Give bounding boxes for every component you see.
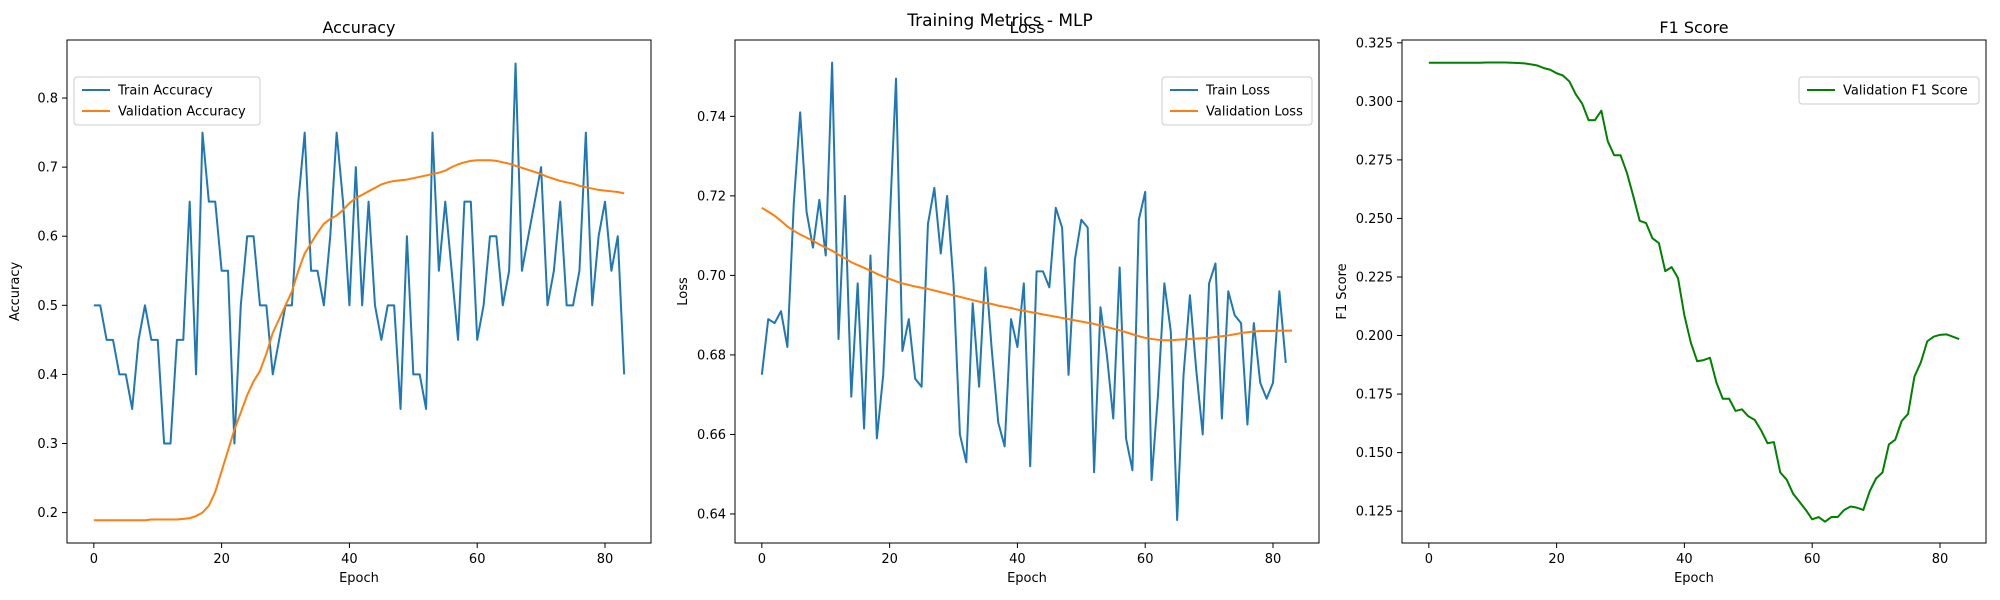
- f1-xtick-label: 40: [1676, 552, 1693, 567]
- accuracy-series-train-accuracy: [93, 62, 626, 445]
- accuracy-ytick-label: 0.6: [37, 230, 58, 245]
- f1-legend-label: Validation F1 Score: [1843, 84, 1968, 99]
- loss-legend: Train Loss Validation Loss: [1161, 76, 1313, 126]
- accuracy-series-validation-accuracy: [93, 159, 625, 522]
- loss-ytick-label: 0.66: [697, 428, 726, 443]
- f1-series-validation-f1-score: [1428, 61, 1960, 523]
- f1-xtick-label: 60: [1804, 552, 1821, 567]
- f1-ytick-label: 0.175: [1356, 388, 1393, 403]
- loss-title: Loss: [1009, 18, 1044, 37]
- f1-ytick-label: 0.200: [1356, 329, 1393, 344]
- f1-xtick-label: 0: [1425, 552, 1433, 567]
- loss-ytick-label: 0.74: [697, 110, 726, 125]
- f1-ytick-label: 0.300: [1356, 95, 1393, 110]
- f1-ytick-label: 0.275: [1356, 153, 1393, 168]
- loss-ytick-label: 0.72: [697, 189, 726, 204]
- accuracy-ytick-label: 0.4: [37, 368, 58, 383]
- loss-xtick-label: 40: [1009, 552, 1026, 567]
- accuracy-legend: Train Accuracy Validation Accuracy: [73, 76, 261, 126]
- accuracy-xtick-label: 0: [90, 552, 98, 567]
- loss-series-train-loss: [760, 61, 1287, 521]
- accuracy-legend-label: Train Accuracy: [117, 84, 213, 99]
- f1-xtick-label: 80: [1932, 552, 1949, 567]
- f1-ytick-label: 0.250: [1356, 212, 1393, 227]
- accuracy-axes-frame: [66, 39, 652, 544]
- accuracy-legend-label: Validation Accuracy: [118, 105, 246, 120]
- accuracy-xtick-label: 60: [469, 552, 486, 567]
- f1-ylabel: F1 Score: [1335, 263, 1350, 319]
- accuracy-subplot: 0 20 40 60 80 0.2 0.3 0.4 0.5 0.6 0.7 0.8 Accuracy Ep…: [8, 18, 652, 586]
- loss-legend-box: [1161, 76, 1313, 126]
- loss-series-validation-loss: [761, 206, 1293, 342]
- accuracy-ylabel: Accuracy: [8, 262, 23, 322]
- loss-ylabel: Loss: [676, 277, 691, 306]
- accuracy-xtick-label: 80: [597, 552, 614, 567]
- f1-xtick-label: 20: [1548, 552, 1565, 567]
- accuracy-ytick-label: 0.2: [37, 506, 58, 521]
- loss-ytick-label: 0.64: [697, 507, 726, 522]
- f1-xlabel: Epoch: [1674, 571, 1714, 586]
- loss-xtick-label: 60: [1137, 552, 1154, 567]
- f1-axes-frame: [1401, 39, 1987, 544]
- f1-ytick-label: 0.150: [1356, 446, 1393, 461]
- loss-xtick-label: 0: [758, 552, 766, 567]
- loss-xtick-label: 20: [881, 552, 898, 567]
- loss-axes-frame: [734, 39, 1320, 544]
- f1-legend-box: [1798, 76, 1980, 105]
- f1-ytick-label: 0.325: [1356, 36, 1393, 51]
- accuracy-ytick-label: 0.7: [37, 161, 58, 176]
- accuracy-xlabel: Epoch: [339, 571, 379, 586]
- loss-subplot: 0 20 40 60 80 0.64 0.66 0.68 0.70 0.72 0.74 Loss Epo…: [676, 18, 1320, 586]
- f1-subplot: 0 20 40 60 80 0.125 0.150 0.175 0.200 0.225 0.250 0…: [1335, 18, 1987, 586]
- accuracy-legend-box: [73, 76, 261, 126]
- f1-ytick-label: 0.125: [1356, 505, 1393, 520]
- accuracy-xtick-label: 20: [213, 552, 230, 567]
- figure-suptitle: Training Metrics - MLP: [906, 11, 1093, 31]
- loss-xlabel: Epoch: [1007, 571, 1047, 586]
- accuracy-ytick-label: 0.8: [37, 92, 58, 107]
- loss-ytick-label: 0.70: [697, 269, 726, 284]
- loss-ytick-label: 0.68: [697, 348, 726, 363]
- loss-legend-label: Train Loss: [1205, 84, 1270, 99]
- f1-ytick-label: 0.225: [1356, 270, 1393, 285]
- subplots: 0 20 40 60 80 0.2 0.3 0.4 0.5 0.6 0.7 0.8 Accuracy Ep…: [8, 18, 1987, 586]
- loss-xtick-label: 80: [1265, 552, 1282, 567]
- accuracy-ytick-label: 0.3: [37, 437, 58, 452]
- f1-legend: Validation F1 Score: [1798, 76, 1980, 105]
- accuracy-title: Accuracy: [322, 18, 395, 37]
- f1-title: F1 Score: [1659, 18, 1728, 37]
- accuracy-xtick-label: 40: [341, 552, 358, 567]
- loss-legend-label: Validation Loss: [1206, 105, 1303, 120]
- accuracy-ytick-label: 0.5: [37, 299, 58, 314]
